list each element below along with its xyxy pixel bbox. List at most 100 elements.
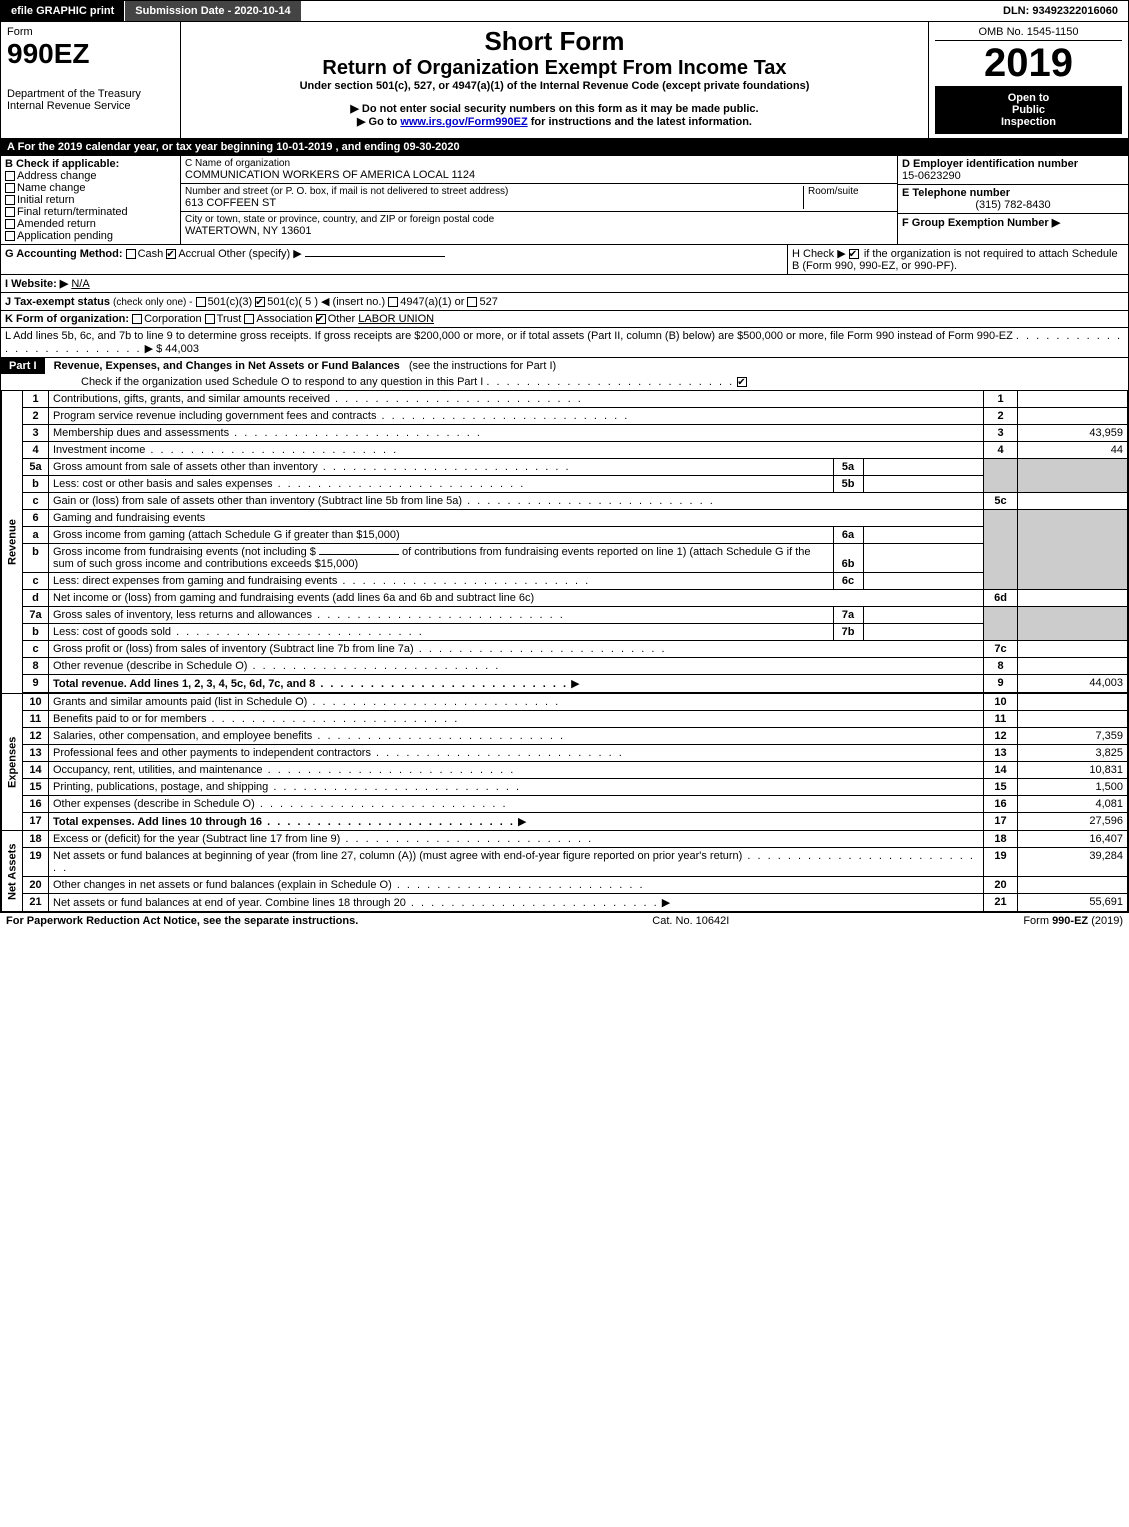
- j-4947-checkbox[interactable]: [388, 297, 398, 307]
- l-amount-label: ▶ $: [145, 343, 163, 355]
- internal-revenue: Internal Revenue Service: [7, 100, 174, 112]
- efile-print-button[interactable]: efile GRAPHIC print: [1, 1, 125, 21]
- l14-text: Occupancy, rent, utilities, and maintena…: [49, 762, 984, 779]
- l7a-text: Gross sales of inventory, less returns a…: [49, 607, 984, 624]
- b-final-return[interactable]: Final return/terminated: [5, 206, 176, 218]
- table-row: 6 Gaming and fundraising events: [2, 510, 1128, 527]
- b-initial-return[interactable]: Initial return: [5, 194, 176, 206]
- l5a-num: 5a: [23, 459, 49, 476]
- table-row: b Less: cost or other basis and sales ex…: [2, 476, 1128, 493]
- l17-text: Total expenses. Add lines 10 through 16 …: [49, 813, 984, 831]
- b-amended-return[interactable]: Amended return: [5, 218, 176, 230]
- l19-num: 19: [23, 848, 49, 877]
- l17-arrow: ▶: [518, 816, 526, 828]
- inspect1: Open to: [937, 92, 1120, 104]
- page-footer: For Paperwork Reduction Act Notice, see …: [0, 913, 1129, 929]
- j-o4: 527: [479, 296, 497, 308]
- warn-ssn: ▶ Do not enter social security numbers o…: [187, 102, 922, 115]
- l6a-text: Gross income from gaming (attach Schedul…: [49, 527, 984, 544]
- table-row: 17 Total expenses. Add lines 10 through …: [2, 813, 1128, 831]
- l18-rn: 18: [984, 831, 1018, 848]
- footer-left: For Paperwork Reduction Act Notice, see …: [6, 915, 358, 927]
- l15-num: 15: [23, 779, 49, 796]
- l16-text: Other expenses (describe in Schedule O): [49, 796, 984, 813]
- table-row: 3 Membership dues and assessments 3 43,9…: [2, 425, 1128, 442]
- inspect3: Inspection: [937, 116, 1120, 128]
- l9-arrow: ▶: [571, 678, 579, 690]
- j-501c3-checkbox[interactable]: [196, 297, 206, 307]
- b-name-change[interactable]: Name change: [5, 182, 176, 194]
- b-opt6-label: Application pending: [17, 230, 113, 242]
- k-other-value: LABOR UNION: [358, 313, 434, 325]
- l17-num: 17: [23, 813, 49, 831]
- submission-date-button[interactable]: Submission Date - 2020-10-14: [125, 1, 300, 21]
- j-527-checkbox[interactable]: [467, 297, 477, 307]
- part1-header-row: Part I Revenue, Expenses, and Changes in…: [1, 357, 1128, 390]
- table-row: b Gross income from fundraising events (…: [2, 544, 1128, 573]
- k-assoc-checkbox[interactable]: [244, 314, 254, 324]
- k-corp-checkbox[interactable]: [132, 314, 142, 324]
- j-label: J Tax-exempt status: [5, 296, 110, 308]
- j-501c-checkbox[interactable]: [255, 297, 265, 307]
- l10-val: [1018, 694, 1128, 711]
- netassets-label: Net Assets: [2, 831, 23, 912]
- l13-text: Professional fees and other payments to …: [49, 745, 984, 762]
- l9-rn: 9: [984, 675, 1018, 693]
- l4-rn: 4: [984, 442, 1018, 459]
- l18-val: 16,407: [1018, 831, 1128, 848]
- g-other: Other (specify) ▶: [218, 248, 302, 260]
- title-return: Return of Organization Exempt From Incom…: [187, 57, 922, 80]
- l6c-num: c: [23, 573, 49, 590]
- l13-num: 13: [23, 745, 49, 762]
- i-website: N/A: [71, 278, 89, 290]
- l7a-num: 7a: [23, 607, 49, 624]
- l11-num: 11: [23, 711, 49, 728]
- table-row: b Less: cost of goods sold 7b: [2, 624, 1128, 641]
- l7b-text: Less: cost of goods sold 7b: [49, 624, 984, 641]
- i-label: I Website: ▶: [5, 278, 68, 290]
- l1-rn: 1: [984, 391, 1018, 408]
- header-mid: Short Form Return of Organization Exempt…: [181, 22, 928, 138]
- irs-link[interactable]: www.irs.gov/Form990EZ: [400, 116, 527, 128]
- form-number: 990EZ: [7, 38, 174, 70]
- form-header: Form 990EZ Department of the Treasury In…: [1, 21, 1128, 138]
- part1-schedo-checkbox[interactable]: [737, 377, 747, 387]
- line-j-row: J Tax-exempt status (check only one) - 5…: [1, 292, 1128, 310]
- section-b: B Check if applicable: Address change Na…: [1, 156, 181, 244]
- b-address-change[interactable]: Address change: [5, 170, 176, 182]
- l4-val: 44: [1018, 442, 1128, 459]
- l13-rn: 13: [984, 745, 1018, 762]
- part1-title: Revenue, Expenses, and Changes in Net As…: [48, 358, 406, 374]
- g-cash-checkbox[interactable]: [126, 249, 136, 259]
- b-opt2-label: Name change: [17, 182, 86, 194]
- omb-number: OMB No. 1545-1150: [935, 26, 1122, 41]
- l5ab-rn-shade: [984, 459, 1018, 493]
- l8-text: Other revenue (describe in Schedule O): [49, 658, 984, 675]
- l11-rn: 11: [984, 711, 1018, 728]
- table-row: 12 Salaries, other compensation, and emp…: [2, 728, 1128, 745]
- l6-text: Gaming and fundraising events: [49, 510, 984, 527]
- table-row: Net Assets 18 Excess or (deficit) for th…: [2, 831, 1128, 848]
- table-row: 5a Gross amount from sale of assets othe…: [2, 459, 1128, 476]
- l12-rn: 12: [984, 728, 1018, 745]
- h-checkbox[interactable]: [849, 249, 859, 259]
- warn-goto-post: for instructions and the latest informat…: [531, 116, 752, 128]
- l7b-mid: 7b: [833, 624, 863, 640]
- l9-val: 44,003: [1018, 675, 1128, 693]
- k-other-checkbox[interactable]: [316, 314, 326, 324]
- l6-num: 6: [23, 510, 49, 527]
- part1-checkline: Check if the organization used Schedule …: [81, 376, 483, 388]
- b-application-pending[interactable]: Application pending: [5, 230, 176, 242]
- l2-num: 2: [23, 408, 49, 425]
- l6-val-shade: [1018, 510, 1128, 590]
- l5c-text: Gain or (loss) from sale of assets other…: [49, 493, 984, 510]
- c-street-label: Number and street (or P. O. box, if mail…: [185, 186, 803, 197]
- g-accrual-checkbox[interactable]: [166, 249, 176, 259]
- table-row: a Gross income from gaming (attach Sched…: [2, 527, 1128, 544]
- table-row: 21 Net assets or fund balances at end of…: [2, 894, 1128, 912]
- k-trust-checkbox[interactable]: [205, 314, 215, 324]
- l21-rn: 21: [984, 894, 1018, 912]
- topbar-spacer: [301, 1, 993, 21]
- form-word: Form: [7, 26, 174, 38]
- d-label: D Employer identification number: [902, 158, 1124, 170]
